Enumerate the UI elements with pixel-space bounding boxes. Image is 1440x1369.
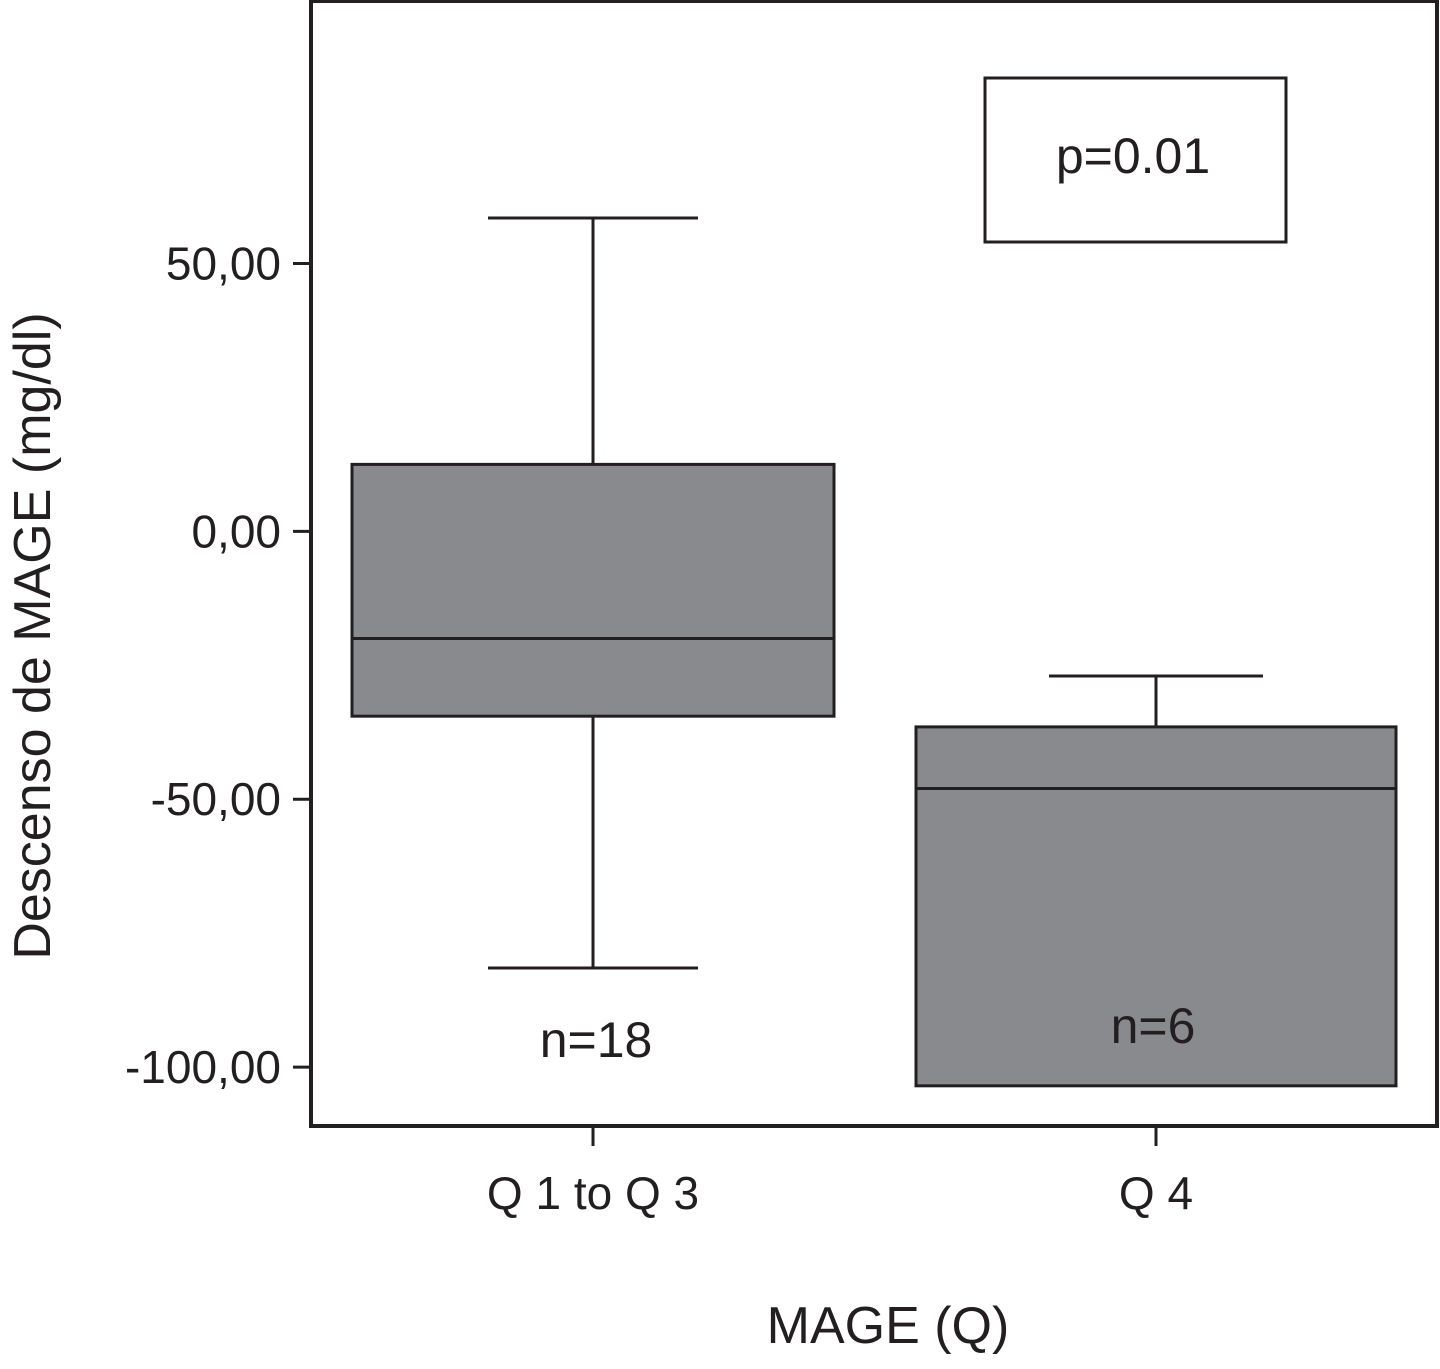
plot-frame <box>309 0 1439 1128</box>
box-0 <box>350 462 836 718</box>
n-label-1: n=6 <box>1111 998 1196 1054</box>
x-axis: Q 1 to Q 3 Q 4 <box>487 1126 1193 1219</box>
x-category-label-1: Q 4 <box>1119 1167 1193 1219</box>
n-label-0: n=18 <box>540 1012 653 1068</box>
p-value-annotation: p=0.01 <box>983 76 1288 244</box>
y-tick-label-1: 0,00 <box>191 505 281 557</box>
p-value-label: p=0.01 <box>1056 128 1210 184</box>
y-axis: 50,00 0,00 -50,00 -100,00 <box>125 238 311 1093</box>
x-category-label-0: Q 1 to Q 3 <box>487 1167 699 1219</box>
boxes: n=18 n=6 <box>350 216 1398 1088</box>
y-tick-label-3: -100,00 <box>125 1041 281 1093</box>
p-value-box <box>983 76 1288 244</box>
box-1 <box>914 725 1398 1088</box>
y-tick-label-2: -50,00 <box>151 773 281 825</box>
y-tick-label-0: 50,00 <box>166 238 281 290</box>
x-axis-title: MAGE (Q) <box>767 1297 1010 1355</box>
y-axis-title: Descenso de MAGE (mg/dl) <box>4 312 62 959</box>
